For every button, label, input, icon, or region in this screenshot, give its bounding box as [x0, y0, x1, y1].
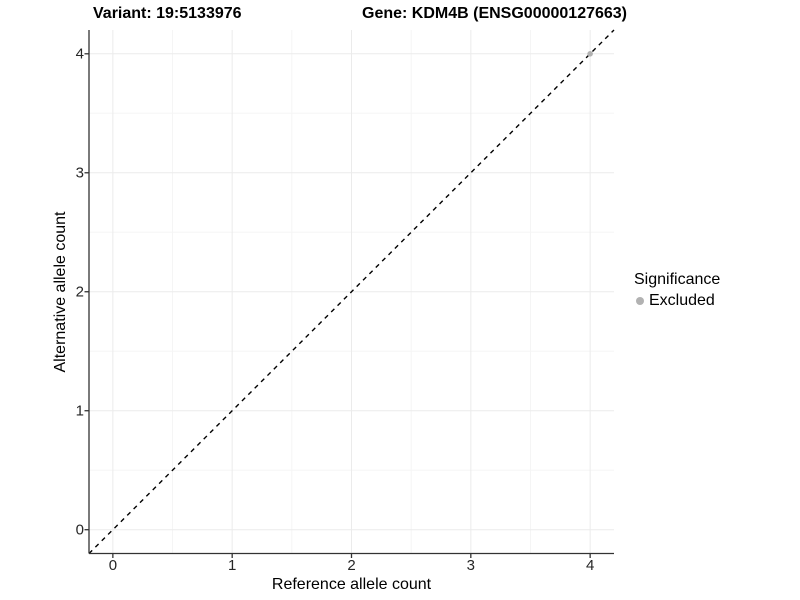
legend-item-excluded: Excluded [634, 291, 720, 311]
data-points [587, 50, 593, 57]
y-tick-label: 3 [75, 164, 84, 182]
x-tick-label: 0 [108, 557, 118, 574]
axis-tick-marks [84, 53, 591, 558]
x-tick-label: 4 [585, 557, 595, 574]
legend: Significance Excluded [634, 271, 720, 311]
variant-title: Variant: 19:5133976 [93, 5, 242, 22]
y-axis-title: Alternative allele count [52, 211, 69, 373]
identity-dashed-line [88, 29, 615, 554]
y-tick-label: 1 [75, 402, 84, 420]
legend-title: Significance [634, 271, 721, 288]
x-tick-label: 3 [466, 557, 475, 574]
excluded-point-icon [636, 297, 644, 305]
x-tick-label: 1 [228, 557, 237, 574]
scatter-point [587, 50, 593, 57]
y-tick-label: 2 [75, 283, 84, 301]
gene-title: Gene: KDM4B (ENSG00000127663) [362, 5, 628, 22]
legend-item-label: Excluded [649, 292, 715, 309]
x-tick-label: 2 [347, 557, 356, 574]
y-tick-label: 0 [75, 521, 84, 539]
x-axis-title: Reference allele count [271, 576, 432, 593]
y-tick-label: 4 [75, 45, 84, 63]
